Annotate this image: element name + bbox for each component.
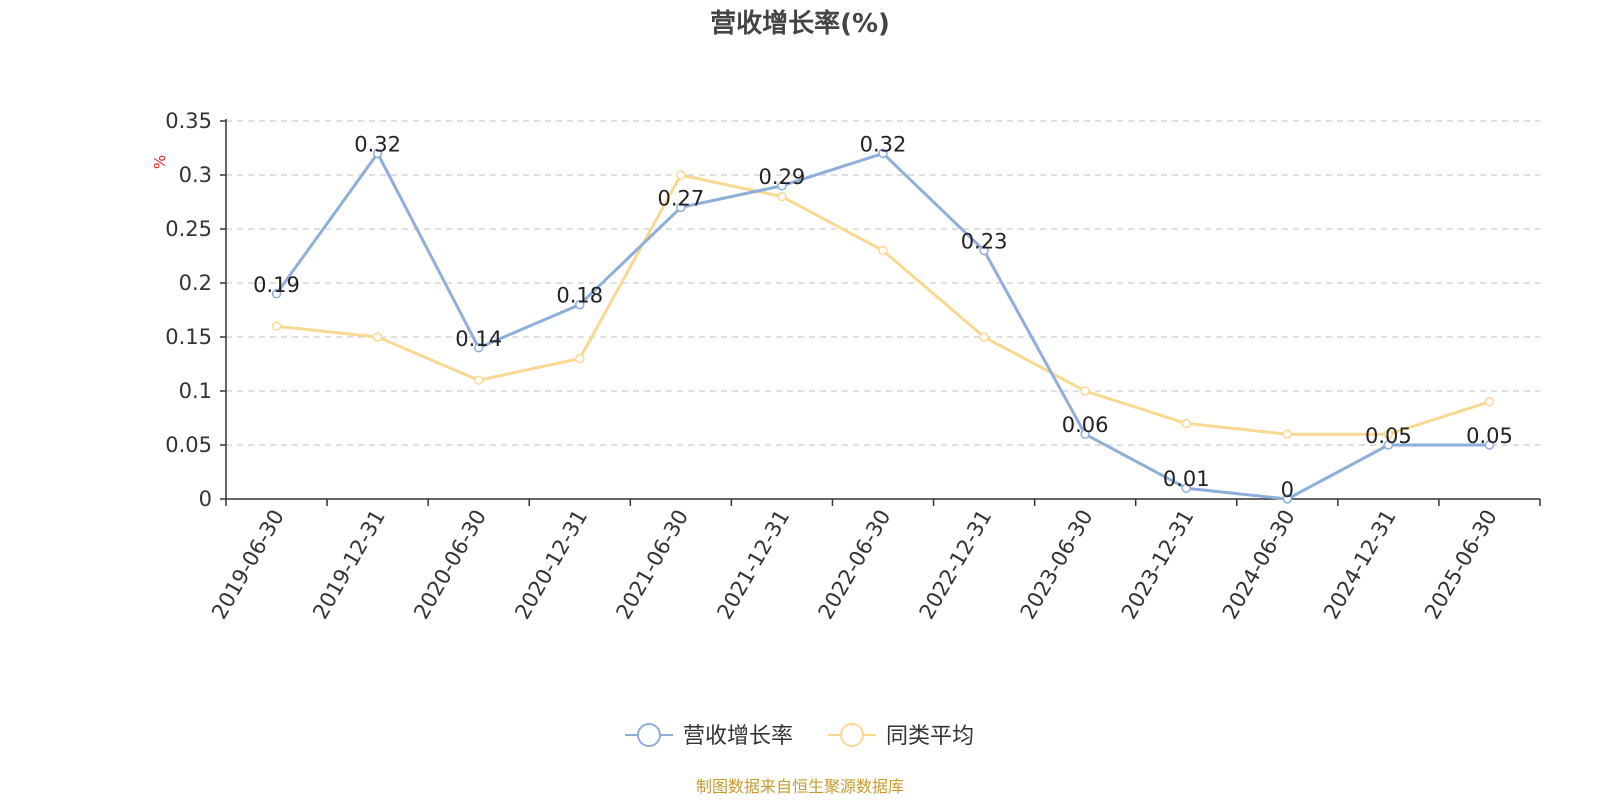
series-point-0 [878,148,888,159]
data-label: 0.32 [354,132,401,156]
legend-marker-0 [637,723,661,747]
series-point-1 [473,375,484,385]
series-point-0 [676,202,686,213]
series-point-0 [473,343,484,353]
series-point-0 [271,289,282,299]
y-tick-label: 0.2 [179,271,212,295]
x-tick-label: 2022-12-31 [915,506,997,624]
x-tick-label: 2019-12-31 [308,506,390,624]
x-tick-label: 2022-06-30 [814,506,896,624]
y-tick-label: 0.1 [179,379,212,403]
x-tick-label: 2023-12-31 [1117,506,1199,624]
x-tick-label: 2024-06-30 [1218,506,1300,624]
series-point-1 [1383,429,1394,439]
series-point-0 [979,245,989,256]
x-tick-label: 2020-06-30 [409,506,491,624]
data-label: 0.05 [1365,424,1412,448]
data-source-note: 制图数据来自恒生聚源数据库 [696,777,904,796]
series-point-1 [1080,386,1090,396]
series-point-1 [271,321,282,331]
data-label: 0.23 [961,230,1008,254]
legend: 营收增长率 同类平均 [625,723,974,749]
axes: 0 0.05 0.1 0.15 0.2 0.25 0.3 0.35 2019-06-30 2019… [165,109,1541,624]
series-point-1 [777,191,787,202]
data-label: 0.27 [657,186,704,210]
x-tick-label: 2020-12-31 [510,506,592,624]
data-label: 0.32 [860,132,907,156]
legend-label: 同类平均 [886,724,974,749]
y-tick-label: 0.05 [165,433,212,457]
series-point-0 [777,181,787,191]
data-label: 0.06 [1062,413,1109,437]
series-point-0 [575,299,585,310]
legend-label: 营收增长率 [683,724,793,749]
series-lines [271,148,1495,504]
legend-marker-1 [840,723,864,747]
data-labels: 0.19 0.32 0.14 0.18 0.27 0.29 0.32 0.23 0.06 0.01… [253,132,1513,502]
series-point-0 [1282,494,1293,504]
series-point-0 [372,148,383,159]
series-point-0 [1484,440,1495,450]
y-tick-label: 0.3 [179,163,212,187]
data-label: 0 [1281,478,1294,502]
data-label: 0.19 [253,273,300,297]
data-label: 0.29 [759,165,806,189]
data-label: 0.18 [556,284,603,308]
y-tick-label: 0.35 [165,109,212,133]
series-point-1 [878,245,888,256]
y-tick-label: 0.25 [165,217,212,241]
x-tick-label: 2023-06-30 [1016,506,1098,624]
x-tick-label: 2025-06-30 [1420,506,1502,624]
series-point-1 [1181,418,1191,429]
x-tick-label: 2019-06-30 [207,506,289,624]
series-point-0 [1181,483,1191,493]
x-tick-label: 2024-12-31 [1319,506,1401,624]
series-point-1 [676,170,686,180]
x-tick-label: 2021-06-30 [611,506,693,624]
data-label: 0.01 [1163,467,1210,491]
series-point-0 [1383,440,1394,450]
series-point-0 [1080,429,1090,439]
x-tick-label: 2021-12-31 [712,506,794,624]
series-point-1 [1484,397,1495,407]
series-point-1 [1282,429,1293,439]
y-tick-label: 0 [199,487,212,511]
series-point-1 [372,332,383,342]
grid-lines [226,120,1540,446]
y-tick-label: 0.15 [165,325,212,349]
data-label: 0.05 [1466,424,1513,448]
data-label: 0.14 [455,327,502,351]
series-line-1 [276,173,1490,436]
series-point-1 [575,353,585,364]
chart-title: 营收增长率(%) [710,8,890,39]
y-axis-unit-label: % [151,155,169,169]
series-point-1 [979,332,989,342]
